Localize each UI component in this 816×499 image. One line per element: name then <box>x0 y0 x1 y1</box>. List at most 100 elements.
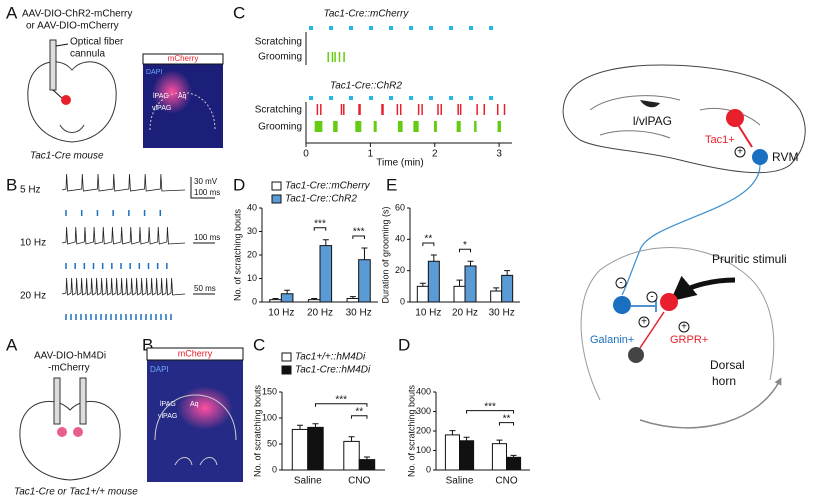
y-tick-label: 40 <box>247 202 257 212</box>
image-title-box <box>146 347 244 361</box>
scratch-event <box>503 104 506 115</box>
significance-label: *** <box>314 218 326 229</box>
stim-marker <box>369 96 373 100</box>
output-neuron <box>628 347 644 363</box>
cell-label: Galanin+ <box>590 334 634 346</box>
error-bar <box>430 254 437 262</box>
rvm-neuron <box>752 149 768 165</box>
sign: + <box>681 322 687 333</box>
x-axis-title: Time (min) <box>376 158 423 169</box>
y-tick-label: 100 <box>262 412 277 422</box>
brain-outline <box>19 400 121 481</box>
stim-marker <box>469 96 473 100</box>
stim-marker <box>329 96 333 100</box>
error-bar <box>322 239 329 246</box>
stim-marker <box>349 96 353 100</box>
legend-swatch <box>271 194 282 204</box>
stim-marker <box>449 26 453 30</box>
brain-outline <box>562 64 806 174</box>
sign: + <box>737 147 743 158</box>
scratch-event <box>440 104 442 115</box>
scratch-event <box>399 104 402 115</box>
grpr-neuron <box>660 293 678 311</box>
y-tick-label: 150 <box>262 386 277 396</box>
bar <box>307 426 324 471</box>
sign: - <box>619 278 622 289</box>
horn-label: horn <box>712 374 736 388</box>
y-axis-title: No. of scratching bouts <box>406 384 416 477</box>
panel-label: A <box>6 3 18 22</box>
panel-label: B <box>6 175 17 194</box>
bar <box>346 297 360 303</box>
brain-outline <box>27 61 117 143</box>
bar <box>444 434 460 471</box>
y-tick-label: 100 <box>416 445 431 455</box>
cell-label: Tac1+ <box>705 134 735 146</box>
scratch-event <box>483 104 486 115</box>
x-tick-label: 30 Hz <box>489 308 515 319</box>
bar <box>269 299 282 303</box>
scale-label: 30 mV <box>194 177 218 186</box>
error-bar <box>348 436 355 442</box>
scratch-event <box>359 104 361 115</box>
y-axis-title: Duration of grooming (s) <box>380 206 390 303</box>
error-bar <box>349 296 356 299</box>
trace-label: 10 Hz <box>20 238 46 249</box>
grooming-event <box>355 121 362 132</box>
y-tick-label: 20 <box>247 249 257 259</box>
brain-section <box>19 377 121 481</box>
stim-marker <box>389 26 393 30</box>
ascending-arrow <box>639 377 782 429</box>
sign-circle <box>678 321 690 333</box>
panel-label: D <box>398 335 410 354</box>
stim-marker <box>469 26 473 30</box>
error-bar <box>284 289 291 294</box>
scratch-event <box>437 104 439 115</box>
stim-marker <box>329 26 333 30</box>
scratch-event <box>343 104 345 115</box>
grooming-event <box>333 121 338 132</box>
grooming-event <box>397 121 403 132</box>
error-bar <box>496 439 503 444</box>
grooming-event <box>373 121 377 132</box>
bar <box>358 459 376 471</box>
image-title: mCherry <box>168 54 199 63</box>
bar <box>307 299 321 303</box>
cannula <box>79 377 87 425</box>
bar <box>501 274 514 303</box>
panel-label: B <box>142 335 153 354</box>
diagram <box>562 64 806 429</box>
error-bar <box>363 456 370 460</box>
y-tick-label: 30 <box>247 226 257 236</box>
x-tick-label: CNO <box>348 476 370 487</box>
projection <box>639 311 665 349</box>
galanin-neuron <box>613 296 631 314</box>
legend-label: Tac1-Cre::mCherry <box>285 181 371 192</box>
significance-bracket <box>351 415 368 419</box>
stim-marker <box>409 26 413 30</box>
target-label: RVM <box>772 150 798 164</box>
region-label: vlPAG <box>152 105 171 112</box>
stim-marker <box>389 96 393 100</box>
sign-circle <box>646 291 658 303</box>
stain-label: DAPI <box>150 365 169 374</box>
bar <box>491 443 507 471</box>
virus-label: or AAV-DIO-mCherry <box>26 21 119 32</box>
scratch-event <box>382 104 384 115</box>
y-axis-title: No. of scratching bouts <box>232 208 242 301</box>
bar <box>506 456 522 471</box>
significance-label: *** <box>335 394 347 405</box>
fiber-pointer <box>55 43 69 47</box>
projection <box>621 164 761 296</box>
grooming-event <box>331 52 334 62</box>
legend-swatch <box>281 365 292 375</box>
mcherry-signal <box>177 386 233 430</box>
horn-label: Dorsal <box>710 358 745 372</box>
spinal-outline <box>580 247 775 401</box>
y-tick-label: 300 <box>416 406 431 416</box>
scratch-event <box>340 104 343 115</box>
stim-marker <box>309 26 313 30</box>
brain-detail <box>59 124 85 133</box>
stim-marker <box>429 26 433 30</box>
